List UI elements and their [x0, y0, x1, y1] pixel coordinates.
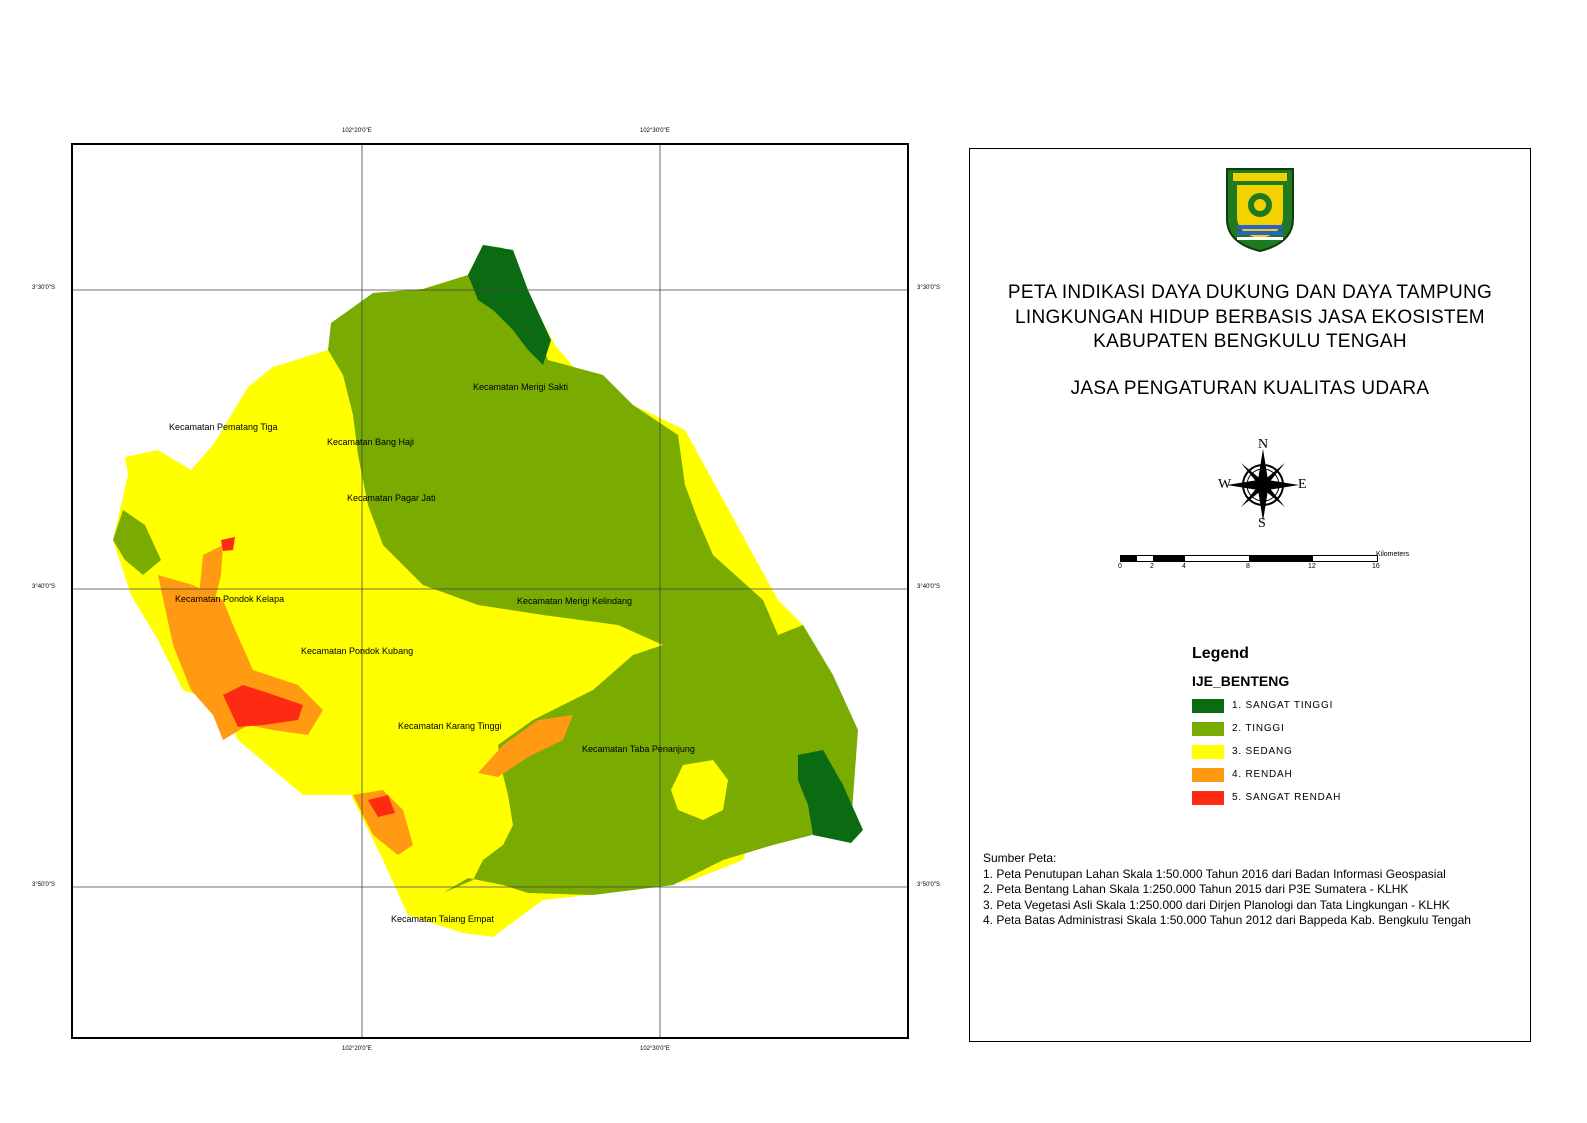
map-title-line-3: KABUPATEN BENGKULU TENGAH	[1093, 331, 1407, 352]
zone-rendah-south	[353, 790, 413, 855]
label-taba-penanjung: Kecamatan Taba Penanjung	[582, 744, 695, 754]
legend-label-sedang: 3. SEDANG	[1232, 746, 1293, 757]
legend-label-tinggi: 2. TINGGI	[1232, 723, 1285, 734]
source-line-4: 4. Peta Batas Administrasi Skala 1:50.00…	[983, 913, 1471, 927]
scale-unit: Kilometers	[1376, 551, 1410, 558]
zone-tinggi	[328, 245, 858, 895]
legend-swatch-sangat-tinggi	[1192, 699, 1224, 713]
right-lat-label-2: 3°40'0"S	[917, 584, 941, 590]
label-bang-haji: Kecamatan Bang Haji	[327, 437, 415, 447]
map-title-line-1: PETA INDIKASI DAYA DUKUNG DAN DAYA TAMPU…	[1007, 282, 1493, 303]
label-karang-tinggi: Kecamatan Karang Tinggi	[398, 721, 502, 731]
zone-sangat-rendah-coast	[223, 685, 303, 727]
map-title-line-2: LINGKUNGAN HIDUP BERBASIS JASA EKOSISTEM	[1015, 307, 1485, 328]
zone-sangat-tinggi-north	[468, 245, 551, 365]
zone-rendah-west	[198, 545, 223, 615]
compass-s: S	[1258, 516, 1266, 531]
legend-swatch-rendah	[1192, 768, 1224, 782]
zone-tinggi-west	[113, 510, 161, 575]
legend-swatch-sedang	[1192, 745, 1224, 759]
legend-heading: Legend	[1192, 645, 1249, 662]
bottom-lon-label-2: 102°30'0"E	[640, 1046, 670, 1052]
label-merigi-sakti: Kecamatan Merigi Sakti	[473, 382, 569, 392]
map-canvas	[73, 145, 907, 1037]
map-subtitle: JASA PENGATURAN KUALITAS UDARA	[1070, 378, 1430, 399]
source-line-1: 1. Peta Penutupan Lahan Skala 1:50.000 T…	[983, 867, 1446, 881]
zone-sangat-rendah-west	[221, 537, 235, 551]
zone-sedang-pocket	[671, 760, 728, 820]
zone-sangat-rendah-south	[368, 795, 395, 817]
graticule	[73, 145, 907, 1037]
source-line-2: 2. Peta Bentang Lahan Skala 1:250.000 Ta…	[983, 882, 1409, 896]
bottom-lon-label-1: 102°20'0"E	[342, 1046, 372, 1052]
north-arrow-icon	[1227, 449, 1299, 521]
regency-emblem-logo	[1226, 168, 1294, 253]
compass-e: E	[1298, 477, 1307, 492]
compass-n: N	[1258, 437, 1269, 452]
left-lat-label-3: 3°50'0"S	[32, 882, 56, 888]
legend-swatch-tinggi	[1192, 722, 1224, 736]
zone-sangat-tinggi-east	[798, 750, 863, 843]
legend-layer-name: IJE_BENTENG	[1192, 673, 1290, 689]
scale-tick-2: 2	[1150, 563, 1154, 570]
legend-swatch-sangat-rendah	[1192, 791, 1224, 805]
top-lon-label-2: 102°30'0"E	[640, 128, 670, 134]
sources-heading: Sumber Peta:	[983, 851, 1057, 865]
label-pondok-kubang: Kecamatan Pondok Kubang	[301, 646, 414, 656]
zone-rendah-karang	[478, 715, 573, 777]
label-pematang-tiga: Kecamatan Pematang Tiga	[169, 422, 278, 432]
scale-tick-16: 16	[1372, 563, 1380, 570]
label-talang-empat: Kecamatan Talang Empat	[391, 914, 494, 924]
label-pondok-kelapa: Kecamatan Pondok Kelapa	[175, 594, 285, 604]
source-line-3: 3. Peta Vegetasi Asli Skala 1:250.000 da…	[983, 898, 1450, 912]
left-lat-label-1: 3°30'0"S	[32, 285, 56, 291]
scale-tick-12: 12	[1308, 563, 1316, 570]
label-pagar-jati: Kecamatan Pagar Jati	[347, 493, 436, 503]
scale-tick-8: 8	[1246, 563, 1250, 570]
scale-tick-0: 0	[1118, 563, 1122, 570]
scale-tick-4: 4	[1182, 563, 1186, 570]
right-lat-label-1: 3°30'0"S	[917, 285, 941, 291]
legend-label-rendah: 4. RENDAH	[1232, 769, 1293, 780]
legend-label-sangat-tinggi: 1. SANGAT TINGGI	[1232, 700, 1334, 711]
compass-w: W	[1218, 477, 1232, 492]
left-lat-label-2: 3°40'0"S	[32, 584, 56, 590]
label-merigi-kelindang: Kecamatan Merigi Kelindang	[517, 596, 633, 606]
right-lat-label-3: 3°50'0"S	[917, 882, 941, 888]
scale-bar	[1120, 555, 1378, 562]
top-lon-label-1: 102°20'0"E	[342, 128, 372, 134]
map-frame[interactable]: Kecamatan Merigi Sakti Kecamatan Pematan…	[71, 143, 909, 1039]
legend-label-sangat-rendah: 5. SANGAT RENDAH	[1232, 792, 1342, 803]
map-info-panel: PETA INDIKASI DAYA DUKUNG DAN DAYA TAMPU…	[969, 148, 1531, 1042]
